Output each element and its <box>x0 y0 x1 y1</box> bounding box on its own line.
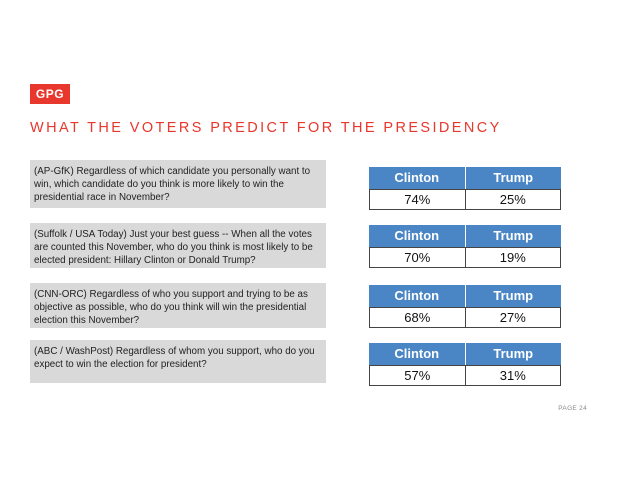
clinton-header: Clinton <box>369 285 465 307</box>
poll-result-table: Clinton Trump 74% 25% <box>369 167 561 210</box>
clinton-header: Clinton <box>369 167 465 189</box>
trump-value: 25% <box>464 190 561 209</box>
poll-question-abc-washpost: (ABC / WashPost) Regardless of whom you … <box>30 340 326 383</box>
clinton-value: 74% <box>404 192 431 207</box>
trump-header: Trump <box>464 285 561 307</box>
gpg-logo: GPG <box>30 84 70 104</box>
clinton-value: 57% <box>404 368 431 383</box>
trump-header: Trump <box>464 343 561 365</box>
poll-question-ap-gfk: (AP-GfK) Regardless of which candidate y… <box>30 160 326 208</box>
clinton-value: 70% <box>404 250 431 265</box>
poll-question-suffolk: (Suffolk / USA Today) Just your best gue… <box>30 223 326 268</box>
page-title: WHAT THE VOTERS PREDICT FOR THE PRESIDEN… <box>30 120 502 136</box>
trump-value: 27% <box>464 308 561 327</box>
page-number: PAGE 24 <box>558 405 587 412</box>
clinton-value: 68% <box>404 310 431 325</box>
trump-value: 19% <box>464 248 561 267</box>
poll-question-cnn-orc: (CNN-ORC) Regardless of who you support … <box>30 283 326 328</box>
clinton-header: Clinton <box>369 225 465 247</box>
poll-result-table: Clinton Trump 68% 27% <box>369 285 561 328</box>
poll-result-table: Clinton Trump 70% 19% <box>369 225 561 268</box>
trump-header: Trump <box>464 167 561 189</box>
trump-value: 31% <box>464 366 561 385</box>
trump-header: Trump <box>464 225 561 247</box>
poll-result-table: Clinton Trump 57% 31% <box>369 343 561 386</box>
clinton-header: Clinton <box>369 343 465 365</box>
